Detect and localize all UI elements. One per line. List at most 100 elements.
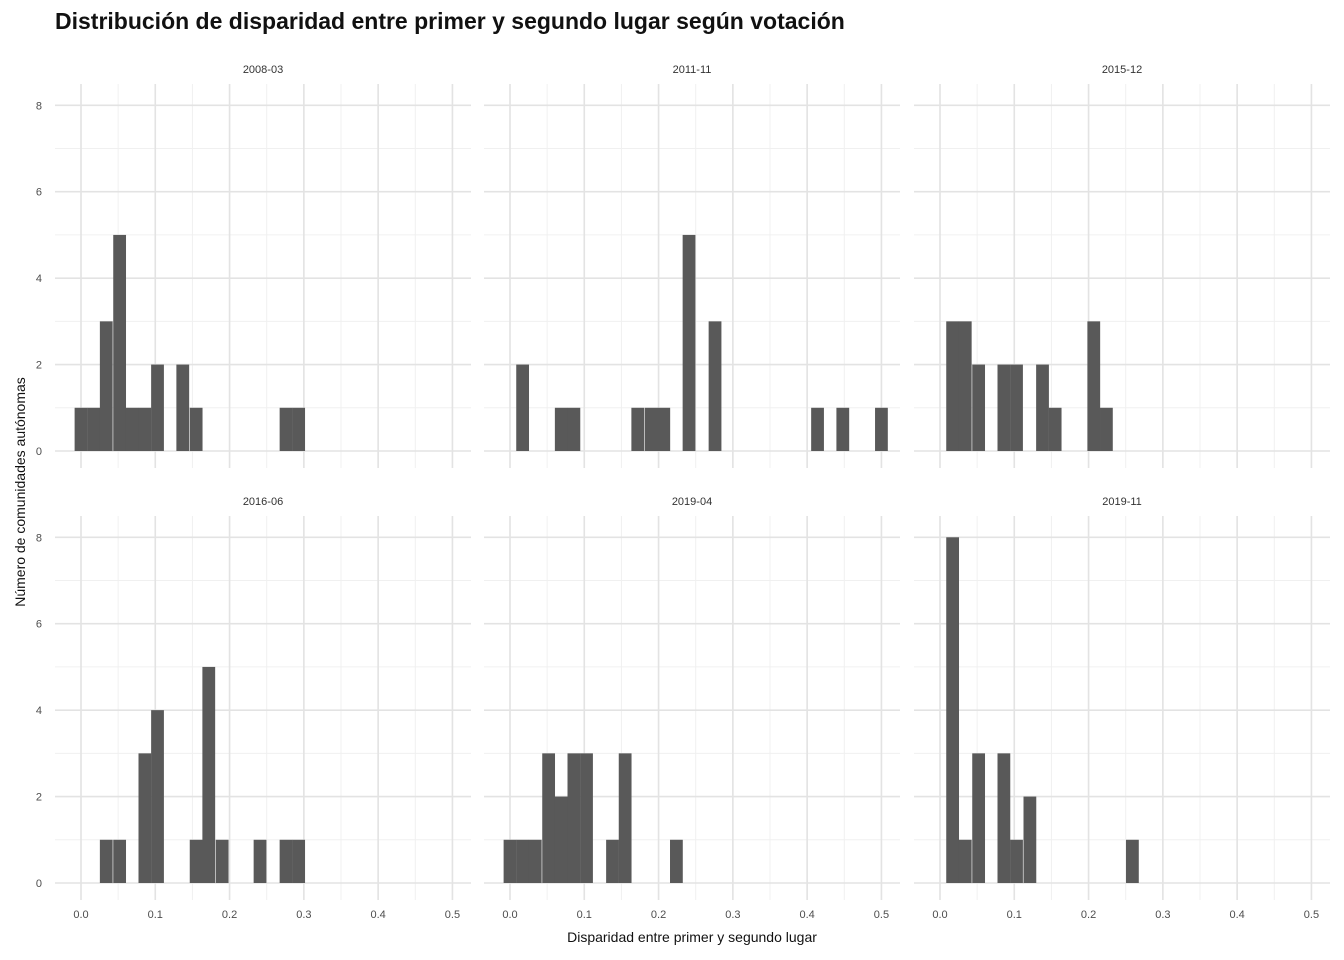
- histogram-bar: [644, 407, 658, 451]
- histogram-bar: [946, 321, 960, 451]
- x-tick-label: 0.0: [932, 909, 947, 921]
- x-tick-label: 0.0: [502, 909, 517, 921]
- histogram-bar: [99, 839, 113, 883]
- x-tick-label: 0.1: [577, 909, 592, 921]
- facet-label: 2019-04: [672, 496, 712, 508]
- y-tick-label: 0: [36, 446, 42, 458]
- histogram-bar: [567, 753, 581, 883]
- y-axis-title: Número de comunidades autónomas: [12, 377, 28, 607]
- y-tick-label: 2: [36, 360, 42, 372]
- histogram-bar: [657, 407, 671, 451]
- histogram-bar: [1010, 364, 1023, 451]
- y-tick-label: 6: [36, 187, 42, 199]
- histogram-bar: [87, 407, 101, 451]
- histogram-bar: [1010, 839, 1023, 883]
- histogram-bar: [516, 364, 530, 451]
- histogram-bar: [554, 796, 568, 883]
- histogram-bar: [1023, 796, 1037, 883]
- histogram-bar: [125, 407, 139, 451]
- x-tick-label: 0.5: [445, 909, 460, 921]
- x-axis-title: Disparidad entre primer y segundo lugar: [567, 929, 817, 945]
- histogram-bar: [958, 839, 972, 883]
- histogram-bar: [202, 666, 216, 883]
- histogram-bar: [1048, 407, 1062, 451]
- facet-panel-2008-03: 2008-03: [55, 64, 471, 468]
- facet-label: 2015-12: [1102, 64, 1142, 76]
- histogram-bar: [99, 321, 113, 451]
- x-tick-label: 0.2: [1081, 909, 1096, 921]
- x-tick-label: 0.4: [370, 909, 385, 921]
- chart-title: Distribución de disparidad entre primer …: [55, 8, 845, 34]
- x-tick-label: 0.0: [73, 909, 88, 921]
- facet-panel-2016-06: 2016-06: [55, 496, 471, 900]
- x-tick-label: 0.1: [148, 909, 163, 921]
- histogram-bar: [997, 364, 1011, 451]
- histogram-bar: [113, 839, 127, 883]
- histogram-bar: [606, 839, 619, 883]
- x-tick-label: 0.2: [651, 909, 666, 921]
- x-tick-label: 0.5: [1304, 909, 1319, 921]
- histogram-bar: [151, 364, 164, 451]
- histogram-bar: [708, 321, 722, 451]
- histogram-bar: [875, 407, 888, 451]
- histogram-bar: [682, 234, 696, 451]
- histogram-bar: [972, 364, 986, 451]
- histogram-bar: [215, 839, 229, 883]
- histogram-bar: [279, 407, 293, 451]
- histogram-bar: [580, 753, 593, 883]
- histogram-bar: [138, 753, 152, 883]
- histogram-bar: [946, 537, 960, 883]
- histogram-bar: [113, 234, 127, 451]
- histogram-bar: [253, 839, 267, 883]
- histogram-bar: [189, 839, 203, 883]
- histogram-bar: [554, 407, 568, 451]
- x-tick-label: 0.4: [1229, 909, 1244, 921]
- histogram-bar: [189, 407, 203, 451]
- histogram-bar: [972, 753, 986, 883]
- histogram-bar: [176, 364, 190, 451]
- y-tick-label: 4: [36, 705, 42, 717]
- facet-label: 2011-11: [673, 64, 712, 76]
- y-tick-label: 0: [36, 878, 42, 890]
- x-tick-label: 0.2: [222, 909, 237, 921]
- facet-panel-2019-11: 2019-11: [914, 496, 1330, 900]
- facet-label: 2016-06: [243, 496, 283, 508]
- histogram-bar: [151, 710, 164, 883]
- histogram-bar: [1087, 321, 1101, 451]
- y-tick-label: 4: [36, 273, 42, 285]
- histogram-bar: [528, 839, 542, 883]
- histogram-bar: [1100, 407, 1113, 451]
- facet-panel-2019-04: 2019-04: [484, 496, 900, 900]
- x-tick-label: 0.1: [1007, 909, 1022, 921]
- histogram-bar: [503, 839, 517, 883]
- histogram-bar: [618, 753, 632, 883]
- x-tick-label: 0.4: [799, 909, 814, 921]
- histogram-bar: [997, 753, 1011, 883]
- facet-panel-2011-11: 2011-11: [484, 64, 900, 468]
- y-tick-label: 8: [36, 100, 42, 112]
- histogram-bar: [631, 407, 645, 451]
- y-tick-label: 8: [36, 532, 42, 544]
- histogram-bar: [292, 407, 306, 451]
- histogram-bar: [670, 839, 683, 883]
- histogram-bar: [1036, 364, 1049, 451]
- x-tick-label: 0.3: [725, 909, 740, 921]
- histogram-bar: [811, 407, 824, 451]
- histogram-bar: [516, 839, 530, 883]
- histogram-bar: [958, 321, 972, 451]
- histogram-bar: [542, 753, 556, 883]
- x-tick-label: 0.3: [296, 909, 311, 921]
- histogram-bar: [138, 407, 152, 451]
- x-tick-label: 0.5: [874, 909, 889, 921]
- histogram-bar: [279, 839, 293, 883]
- facet-panel-2015-12: 2015-12: [914, 64, 1330, 468]
- y-tick-label: 2: [36, 792, 42, 804]
- x-tick-label: 0.3: [1155, 909, 1170, 921]
- facet-label: 2019-11: [1102, 496, 1142, 508]
- histogram-bar: [292, 839, 306, 883]
- histogram-bar: [567, 407, 581, 451]
- histogram-bar: [74, 407, 88, 451]
- histogram-bar: [1126, 839, 1139, 883]
- y-tick-label: 6: [36, 619, 42, 631]
